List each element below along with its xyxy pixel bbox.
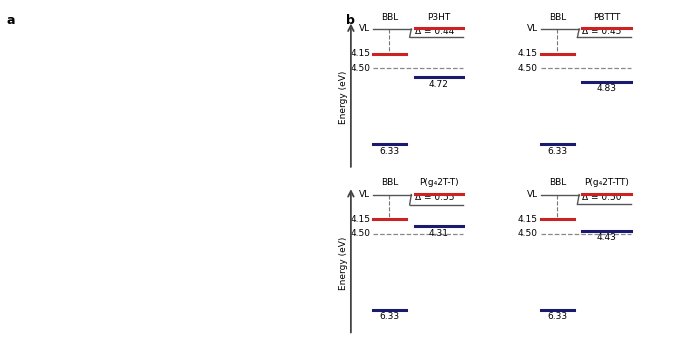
Text: P3HT: P3HT (427, 12, 451, 21)
Text: 4.50: 4.50 (518, 64, 538, 73)
Text: Δ = 0.44: Δ = 0.44 (414, 27, 454, 36)
Text: P(g₄2T-TT): P(g₄2T-TT) (584, 178, 630, 187)
Text: BBL: BBL (549, 178, 566, 187)
Text: P(g₄2T-T): P(g₄2T-T) (419, 178, 459, 187)
Text: 4.50: 4.50 (350, 229, 370, 238)
Text: BBL: BBL (381, 178, 398, 187)
Text: Δ = 0.45: Δ = 0.45 (582, 27, 622, 36)
Text: Δ = 0.55: Δ = 0.55 (414, 193, 454, 202)
Text: BBL: BBL (381, 12, 398, 21)
Text: BBL: BBL (549, 12, 566, 21)
Text: 4.15: 4.15 (518, 49, 538, 58)
Text: 4.15: 4.15 (518, 215, 538, 224)
Text: 4.50: 4.50 (350, 64, 370, 73)
Text: Energy (eV): Energy (eV) (339, 236, 348, 289)
Text: 4.72: 4.72 (429, 80, 449, 89)
Text: 6.33: 6.33 (547, 147, 567, 156)
Text: 6.33: 6.33 (547, 312, 567, 321)
Text: Δ = 0.50: Δ = 0.50 (582, 193, 622, 202)
Text: a: a (7, 14, 15, 27)
Text: VL: VL (527, 24, 538, 33)
Text: VL: VL (359, 190, 370, 199)
Text: Energy (eV): Energy (eV) (339, 71, 348, 124)
Text: 6.33: 6.33 (379, 147, 399, 156)
Text: 4.15: 4.15 (350, 49, 370, 58)
Text: 4.15: 4.15 (350, 215, 370, 224)
Text: 4.50: 4.50 (518, 229, 538, 238)
Text: 4.43: 4.43 (597, 234, 616, 243)
Text: VL: VL (527, 190, 538, 199)
Text: 4.31: 4.31 (429, 228, 449, 237)
Text: PBTTT: PBTTT (593, 12, 621, 21)
Text: 6.33: 6.33 (379, 312, 399, 321)
Text: b: b (346, 14, 355, 27)
Text: 4.83: 4.83 (597, 85, 616, 93)
Text: VL: VL (359, 24, 370, 33)
